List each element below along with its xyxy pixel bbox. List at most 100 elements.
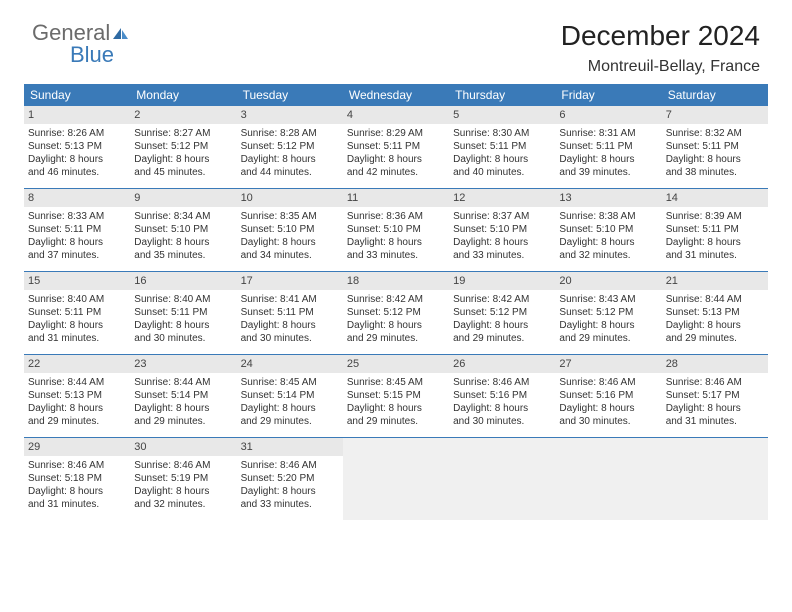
day-cell: 24Sunrise: 8:45 AMSunset: 5:14 PMDayligh… [237, 355, 343, 437]
day-cell: 21Sunrise: 8:44 AMSunset: 5:13 PMDayligh… [662, 272, 768, 354]
day-line-dl1: Daylight: 8 hours [241, 319, 339, 332]
day-number: 28 [662, 355, 768, 373]
day-line-sr: Sunrise: 8:31 AM [559, 127, 657, 140]
day-line-ss: Sunset: 5:11 PM [28, 306, 126, 319]
day-line-dl2: and 32 minutes. [134, 498, 232, 511]
day-line-dl1: Daylight: 8 hours [134, 319, 232, 332]
day-cell: 11Sunrise: 8:36 AMSunset: 5:10 PMDayligh… [343, 189, 449, 271]
day-line-dl1: Daylight: 8 hours [559, 153, 657, 166]
day-line-sr: Sunrise: 8:34 AM [134, 210, 232, 223]
day-line-sr: Sunrise: 8:35 AM [241, 210, 339, 223]
day-number: 21 [662, 272, 768, 290]
day-line-dl2: and 33 minutes. [241, 498, 339, 511]
logo-sail-icon [112, 26, 130, 40]
header: General Blue December 2024 Montreuil-Bel… [0, 0, 792, 84]
day-cell: 1Sunrise: 8:26 AMSunset: 5:13 PMDaylight… [24, 106, 130, 188]
day-line-sr: Sunrise: 8:46 AM [134, 459, 232, 472]
day-line-dl1: Daylight: 8 hours [559, 319, 657, 332]
month-title: December 2024 [561, 20, 760, 52]
day-line-sr: Sunrise: 8:40 AM [134, 293, 232, 306]
day-line-dl1: Daylight: 8 hours [28, 153, 126, 166]
day-number: 1 [24, 106, 130, 124]
day-line-dl2: and 34 minutes. [241, 249, 339, 262]
day-cell: 3Sunrise: 8:28 AMSunset: 5:12 PMDaylight… [237, 106, 343, 188]
day-line-ss: Sunset: 5:12 PM [134, 140, 232, 153]
day-cell: 9Sunrise: 8:34 AMSunset: 5:10 PMDaylight… [130, 189, 236, 271]
day-line-dl1: Daylight: 8 hours [134, 485, 232, 498]
day-line-ss: Sunset: 5:11 PM [347, 140, 445, 153]
day-line-ss: Sunset: 5:18 PM [28, 472, 126, 485]
day-number: 25 [343, 355, 449, 373]
day-body: Sunrise: 8:31 AMSunset: 5:11 PMDaylight:… [555, 124, 661, 185]
weekday-header: Friday [555, 84, 661, 106]
day-line-sr: Sunrise: 8:39 AM [666, 210, 764, 223]
day-cell: 27Sunrise: 8:46 AMSunset: 5:16 PMDayligh… [555, 355, 661, 437]
day-line-dl1: Daylight: 8 hours [666, 236, 764, 249]
day-body: Sunrise: 8:29 AMSunset: 5:11 PMDaylight:… [343, 124, 449, 185]
day-body: Sunrise: 8:45 AMSunset: 5:14 PMDaylight:… [237, 373, 343, 434]
day-body: Sunrise: 8:40 AMSunset: 5:11 PMDaylight:… [130, 290, 236, 351]
day-body: Sunrise: 8:28 AMSunset: 5:12 PMDaylight:… [237, 124, 343, 185]
day-body: Sunrise: 8:42 AMSunset: 5:12 PMDaylight:… [343, 290, 449, 351]
day-cell: 4Sunrise: 8:29 AMSunset: 5:11 PMDaylight… [343, 106, 449, 188]
day-number: 15 [24, 272, 130, 290]
day-line-ss: Sunset: 5:13 PM [28, 389, 126, 402]
day-line-ss: Sunset: 5:11 PM [241, 306, 339, 319]
day-line-sr: Sunrise: 8:33 AM [28, 210, 126, 223]
day-number: 4 [343, 106, 449, 124]
day-number: 31 [237, 438, 343, 456]
day-line-dl2: and 32 minutes. [559, 249, 657, 262]
day-body: Sunrise: 8:46 AMSunset: 5:16 PMDaylight:… [555, 373, 661, 434]
day-line-ss: Sunset: 5:13 PM [666, 306, 764, 319]
day-cell: 2Sunrise: 8:27 AMSunset: 5:12 PMDaylight… [130, 106, 236, 188]
day-line-dl1: Daylight: 8 hours [28, 402, 126, 415]
day-line-dl1: Daylight: 8 hours [666, 153, 764, 166]
day-line-dl2: and 31 minutes. [666, 249, 764, 262]
day-line-dl2: and 29 minutes. [347, 415, 445, 428]
day-cell-empty [449, 438, 555, 520]
day-cell: 15Sunrise: 8:40 AMSunset: 5:11 PMDayligh… [24, 272, 130, 354]
day-line-ss: Sunset: 5:20 PM [241, 472, 339, 485]
day-line-dl2: and 39 minutes. [559, 166, 657, 179]
day-line-ss: Sunset: 5:11 PM [666, 223, 764, 236]
day-body: Sunrise: 8:46 AMSunset: 5:18 PMDaylight:… [24, 456, 130, 517]
day-line-ss: Sunset: 5:17 PM [666, 389, 764, 402]
day-line-dl2: and 31 minutes. [28, 332, 126, 345]
day-line-dl1: Daylight: 8 hours [347, 402, 445, 415]
day-body: Sunrise: 8:44 AMSunset: 5:13 PMDaylight:… [24, 373, 130, 434]
day-line-sr: Sunrise: 8:36 AM [347, 210, 445, 223]
day-line-ss: Sunset: 5:10 PM [241, 223, 339, 236]
day-line-sr: Sunrise: 8:27 AM [134, 127, 232, 140]
day-line-dl1: Daylight: 8 hours [559, 236, 657, 249]
week-row: 1Sunrise: 8:26 AMSunset: 5:13 PMDaylight… [24, 106, 768, 188]
day-cell: 13Sunrise: 8:38 AMSunset: 5:10 PMDayligh… [555, 189, 661, 271]
weekday-header: Tuesday [237, 84, 343, 106]
day-line-sr: Sunrise: 8:42 AM [347, 293, 445, 306]
day-body: Sunrise: 8:32 AMSunset: 5:11 PMDaylight:… [662, 124, 768, 185]
day-cell-empty [343, 438, 449, 520]
day-line-dl2: and 40 minutes. [453, 166, 551, 179]
day-body: Sunrise: 8:45 AMSunset: 5:15 PMDaylight:… [343, 373, 449, 434]
day-line-dl2: and 29 minutes. [453, 332, 551, 345]
day-line-sr: Sunrise: 8:46 AM [559, 376, 657, 389]
weekday-header: Monday [130, 84, 236, 106]
day-line-dl2: and 31 minutes. [28, 498, 126, 511]
day-line-dl1: Daylight: 8 hours [666, 319, 764, 332]
day-line-dl1: Daylight: 8 hours [28, 319, 126, 332]
day-line-sr: Sunrise: 8:42 AM [453, 293, 551, 306]
day-line-dl2: and 30 minutes. [241, 332, 339, 345]
day-cell: 7Sunrise: 8:32 AMSunset: 5:11 PMDaylight… [662, 106, 768, 188]
day-line-ss: Sunset: 5:12 PM [453, 306, 551, 319]
day-body: Sunrise: 8:33 AMSunset: 5:11 PMDaylight:… [24, 207, 130, 268]
day-number: 23 [130, 355, 236, 373]
day-line-dl2: and 29 minutes. [347, 332, 445, 345]
day-number: 9 [130, 189, 236, 207]
day-cell: 31Sunrise: 8:46 AMSunset: 5:20 PMDayligh… [237, 438, 343, 520]
day-line-dl2: and 37 minutes. [28, 249, 126, 262]
day-line-dl1: Daylight: 8 hours [559, 402, 657, 415]
day-line-dl1: Daylight: 8 hours [347, 153, 445, 166]
day-cell: 6Sunrise: 8:31 AMSunset: 5:11 PMDaylight… [555, 106, 661, 188]
day-line-sr: Sunrise: 8:28 AM [241, 127, 339, 140]
day-cell: 22Sunrise: 8:44 AMSunset: 5:13 PMDayligh… [24, 355, 130, 437]
day-cell: 30Sunrise: 8:46 AMSunset: 5:19 PMDayligh… [130, 438, 236, 520]
